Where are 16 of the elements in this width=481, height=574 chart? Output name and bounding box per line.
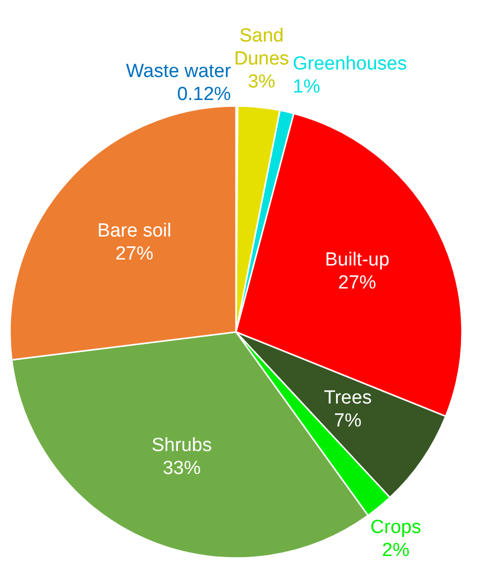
- data-label: 7%: [334, 410, 362, 431]
- slice-label: Crops: [370, 516, 422, 538]
- slice-label: Sand Dunes: [234, 24, 290, 69]
- slice-label: Bare soil: [97, 220, 172, 242]
- slice-label: Greenhouses: [292, 52, 407, 74]
- slice-label: Shrubs: [152, 434, 212, 456]
- data-label: 27%: [338, 272, 376, 294]
- data-label: 1%: [292, 76, 320, 97]
- data-label: 33%: [162, 457, 201, 478]
- data-label: 3%: [248, 70, 276, 92]
- slice-label: Waste water: [126, 60, 232, 82]
- slice-label: Built-up: [324, 249, 390, 270]
- data-label: 2%: [382, 539, 410, 560]
- data-label: 27%: [115, 243, 154, 264]
- data-label: 0.12%: [177, 84, 232, 104]
- slice-label: Trees: [324, 386, 372, 408]
